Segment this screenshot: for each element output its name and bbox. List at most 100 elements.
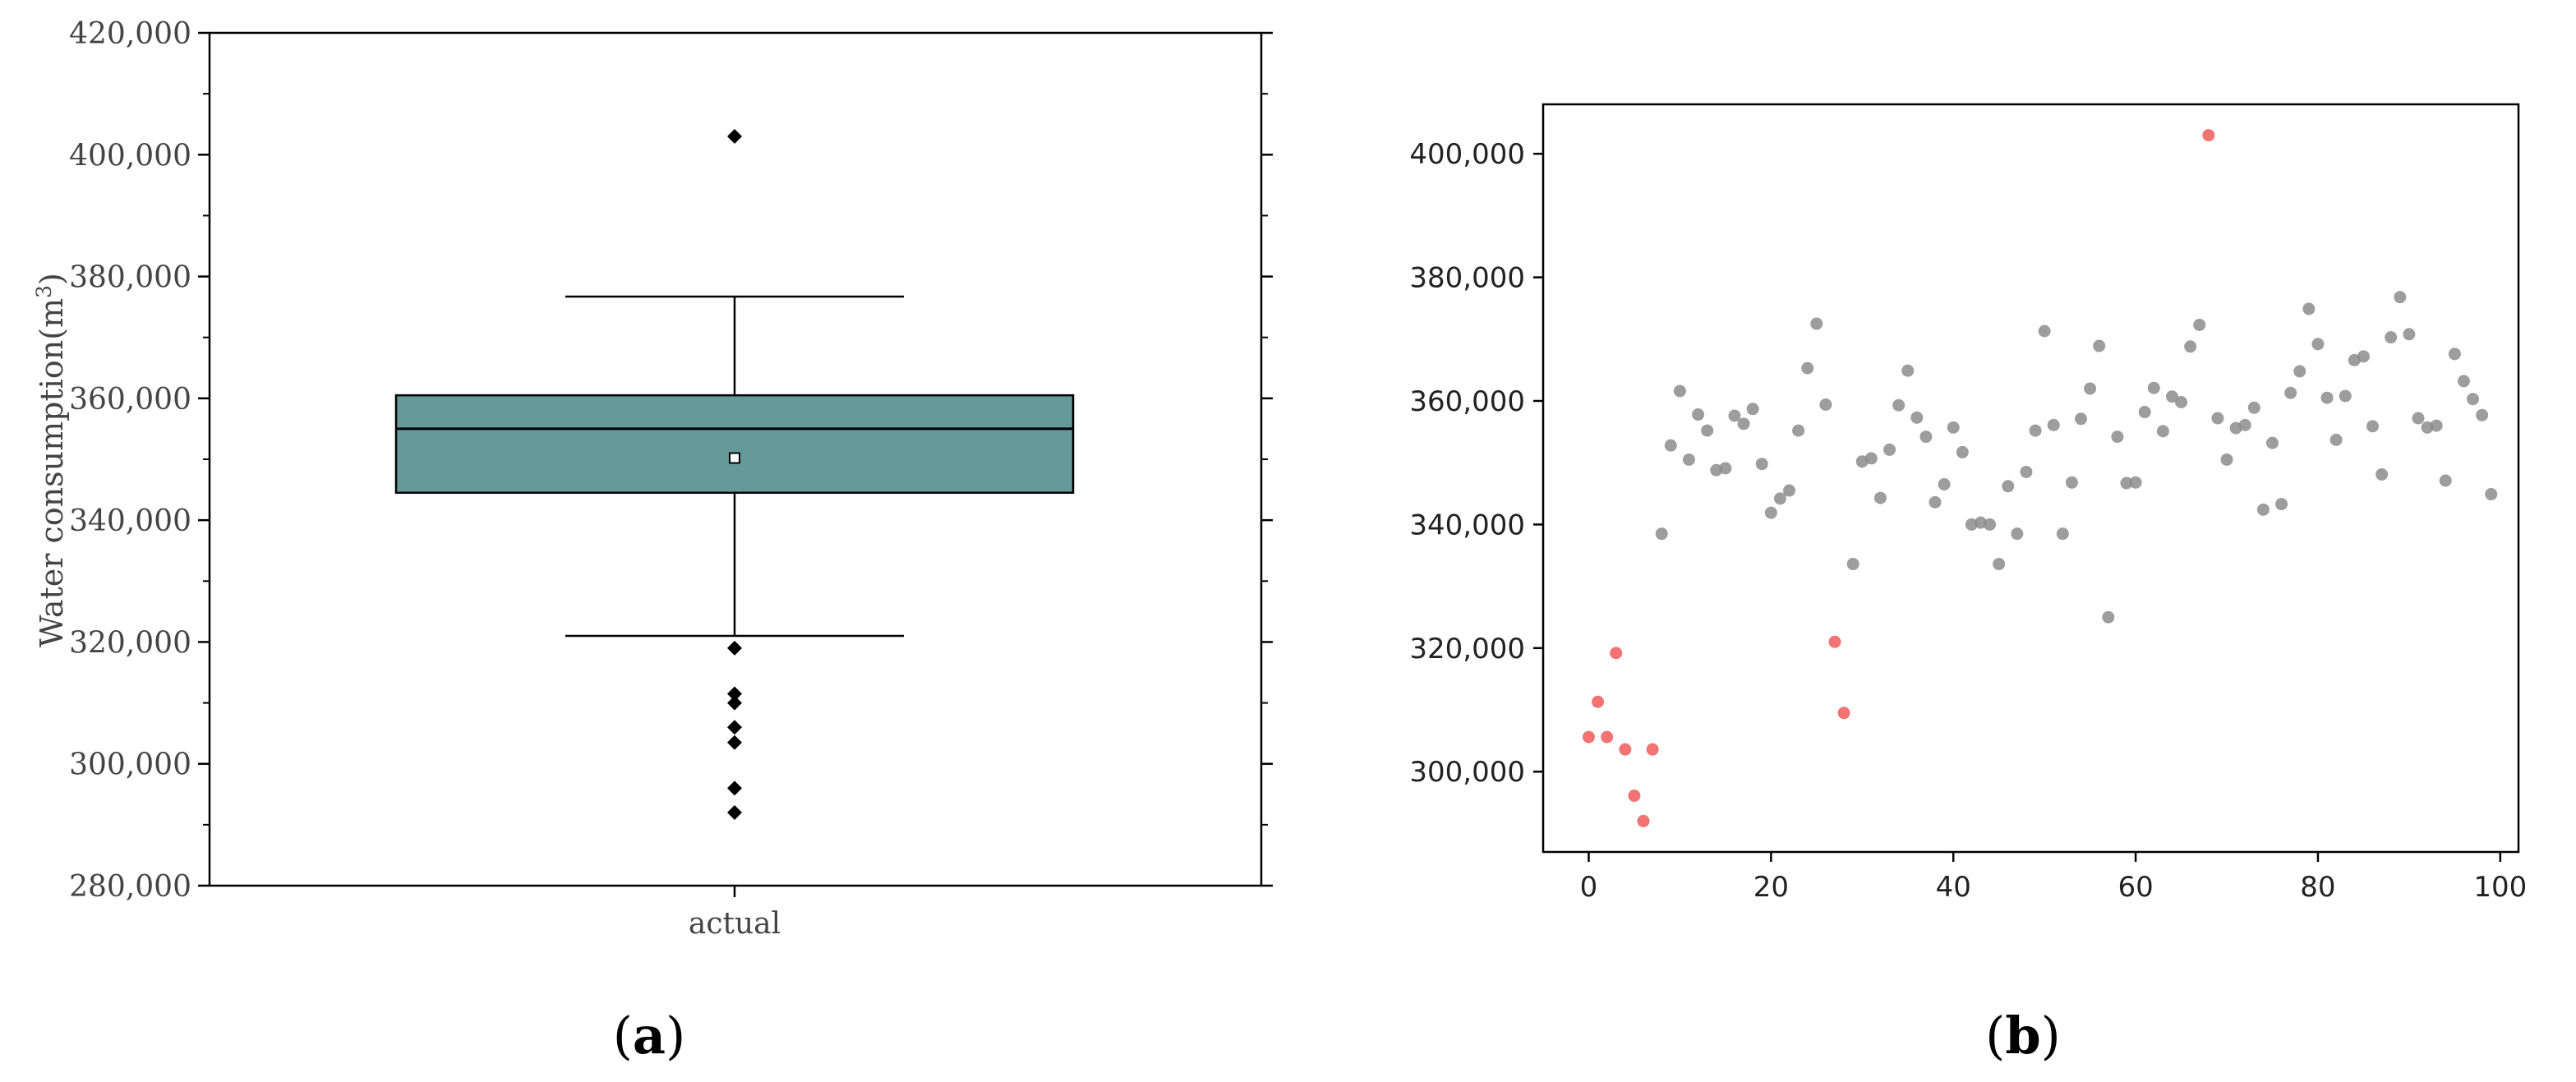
scatter-point-normal: [2329, 433, 2343, 446]
panel-b-plot-frame: [1541, 103, 2520, 854]
scatter-point-normal: [2302, 302, 2316, 315]
scatter-point-normal: [2038, 325, 2051, 338]
scatter-point-normal: [1792, 424, 1805, 437]
scatter-point-normal: [2476, 408, 2489, 421]
scatter-point-normal: [2457, 375, 2470, 388]
panel-a-x-axis: actual: [689, 886, 781, 941]
panel-b-x-axis: 0 20 40 60 80 100: [1580, 852, 2527, 904]
scatter-point-outlier: [1628, 790, 1641, 803]
panel-b-y-tick-label: 400,000: [1409, 138, 1525, 171]
scatter-point-normal: [1864, 452, 1878, 465]
scatter-point-normal: [1764, 506, 1777, 519]
scatter-point-normal: [2111, 430, 2124, 444]
panel-b-y-axis: 300,000 320,000 340,000 360,000 380,000 400,0…: [1409, 138, 1543, 789]
scatter-point-outlier: [2202, 129, 2215, 142]
panel-b-x-tick-label: 80: [2300, 871, 2335, 904]
scatter-point-normal: [2320, 391, 2334, 404]
panel-b-points: [1582, 129, 2498, 827]
scatter-point-normal: [2156, 425, 2169, 438]
scatter-point-normal: [2165, 390, 2178, 403]
scatter-point-normal: [2175, 395, 2188, 408]
scatter-point-normal: [2065, 476, 2078, 489]
scatter-point-outlier: [1646, 743, 1659, 756]
scatter-point-normal: [2448, 348, 2461, 361]
scatter-point-normal: [1810, 317, 1823, 330]
scatter-point-normal: [2256, 503, 2270, 516]
scatter-point-normal: [2220, 453, 2233, 466]
scatter-point-normal: [2002, 480, 2015, 493]
scatter-point-normal: [2412, 412, 2425, 425]
scatter-point-normal: [1682, 453, 1695, 466]
scatter-point-normal: [2247, 401, 2260, 414]
panel-a-boxplot: 280,000 300,000 320,000 340,000 360,000 380,0…: [32, 17, 1273, 941]
scatter-point-normal: [2011, 527, 2024, 541]
scatter-point-normal: [1910, 411, 1924, 424]
scatter-point-normal: [1993, 558, 2006, 571]
panel-a-y-tick-label: 280,000: [69, 870, 191, 904]
scatter-point-normal: [1655, 527, 1668, 541]
scatter-point-normal: [2147, 381, 2160, 394]
panel-a-x-tick-label: actual: [689, 907, 781, 941]
scatter-point-normal: [2357, 350, 2370, 363]
outlier-point: [727, 720, 742, 735]
panel-b-x-tick-label: 20: [1753, 871, 1789, 904]
scatter-point-normal: [2376, 467, 2389, 481]
scatter-point-normal: [2184, 340, 2197, 353]
scatter-point-normal: [2102, 610, 2115, 624]
panel-a-y-tick-label: 320,000: [69, 626, 191, 660]
scatter-point-normal: [2275, 498, 2288, 511]
scatter-point-normal: [1883, 443, 1896, 456]
scatter-point-normal: [2193, 318, 2206, 331]
scatter-point-normal: [1801, 361, 1814, 375]
scatter-point-normal: [2366, 420, 2380, 433]
scatter-point-normal: [2394, 291, 2407, 304]
panel-b-scatter: 300,000 320,000 340,000 360,000 380,000 400,0…: [1409, 103, 2527, 904]
scatter-point-outlier: [1828, 635, 1841, 648]
mean-marker: [729, 452, 740, 464]
scatter-point-outlier: [1837, 707, 1850, 720]
scatter-point-normal: [2093, 339, 2106, 352]
scatter-point-normal: [1919, 430, 1933, 444]
scatter-point-normal: [1984, 518, 1997, 531]
scatter-point-normal: [2403, 328, 2416, 341]
panel-a-y-tick-label: 300,000: [69, 748, 191, 782]
scatter-point-normal: [2138, 406, 2151, 419]
scatter-point-normal: [2265, 436, 2279, 449]
panel-a-y-axis-label-superscript: 3: [32, 285, 56, 298]
scatter-point-outlier: [1582, 730, 1595, 744]
panel-b-caption: (b): [1985, 1006, 2061, 1066]
box-iqr: [394, 394, 1075, 495]
panel-a-y-tick-label: 400,000: [69, 139, 191, 173]
outlier-point: [727, 640, 742, 656]
outlier-point: [727, 129, 742, 145]
scatter-point-normal: [1929, 495, 1942, 509]
scatter-point-normal: [2339, 389, 2352, 403]
scatter-point-outlier: [1637, 814, 1650, 827]
scatter-point-normal: [2311, 338, 2325, 351]
panel-b-x-tick-label: 40: [1936, 871, 1971, 904]
panel-b-y-tick-label: 320,000: [1409, 633, 1525, 665]
scatter-point-normal: [1701, 424, 1714, 437]
outlier-point: [727, 734, 742, 750]
scatter-point-normal: [2430, 419, 2443, 432]
scatter-point-normal: [1719, 462, 1732, 475]
scatter-point-normal: [1947, 421, 1960, 434]
scatter-point-normal: [1664, 439, 1677, 452]
scatter-point-normal: [2485, 488, 2498, 501]
panel-a-y-axis-label-suffix: ): [34, 273, 70, 285]
panel-b-x-tick-label: 100: [2473, 871, 2527, 904]
panel-b-caption-letter: b: [2005, 1006, 2040, 1066]
scatter-point-normal: [2075, 412, 2088, 426]
panel-a-box: [394, 295, 1075, 638]
scatter-point-outlier: [1592, 695, 1605, 708]
scatter-point-normal: [1956, 445, 1969, 458]
scatter-point-normal: [2120, 477, 2133, 490]
panel-a-y-axis: 280,000 300,000 320,000 340,000 360,000 380,0…: [69, 17, 1273, 904]
scatter-point-normal: [2439, 474, 2452, 487]
panel-b-x-tick-label: 60: [2117, 871, 2153, 904]
panel-b-y-tick-label: 360,000: [1409, 385, 1525, 418]
panel-a-y-axis-label: Water consumption(m3): [32, 273, 70, 647]
scatter-point-normal: [1746, 403, 1759, 416]
panel-a-caption-letter: a: [633, 1006, 666, 1066]
